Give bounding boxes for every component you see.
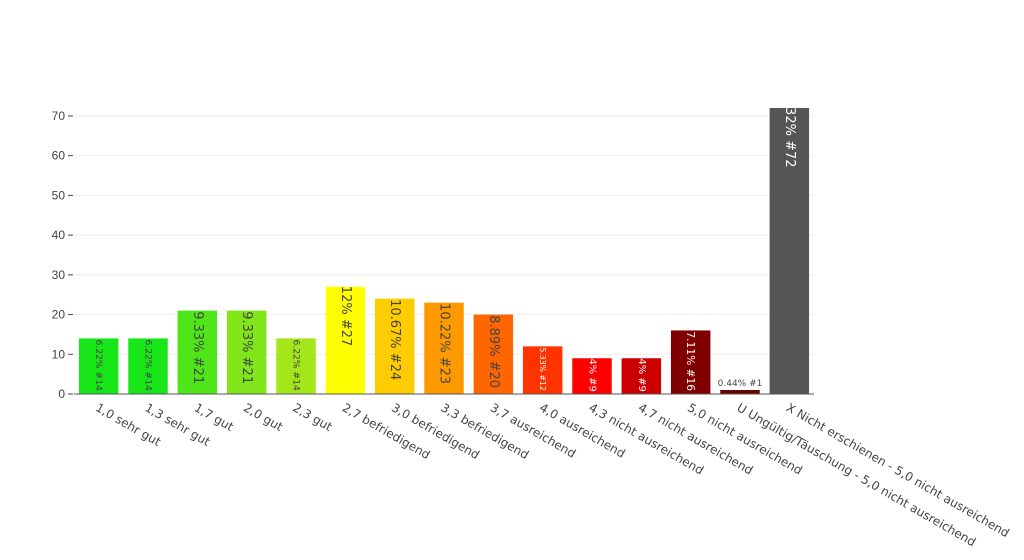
x-category-label: 2,0 gut: [241, 400, 285, 434]
x-category-label: 2,7 befriedigend: [340, 400, 433, 462]
y-tick-label: 20: [52, 308, 66, 322]
x-category-label: 3,3 befriedigend: [439, 400, 532, 462]
bar: [572, 358, 612, 394]
bar: [128, 338, 168, 394]
x-category-label: U Ungültig/Täuschung - 5,0 nicht ausreic…: [735, 400, 979, 549]
bar: [522, 346, 563, 394]
bar: [325, 286, 366, 394]
bar-data-label: 6.22% #14: [93, 339, 104, 391]
x-category-label: 4,0 ausreichend: [537, 400, 627, 460]
bar: [769, 108, 810, 394]
bar: [226, 310, 267, 394]
bar-data-label: 8.89% #20: [486, 315, 501, 388]
bar: [473, 314, 514, 394]
bar-data-label: 6.22% #14: [291, 339, 302, 391]
bar-data-label: 4% #9: [587, 358, 598, 391]
bar-data-label: 0.44% #1: [718, 379, 763, 389]
bar: [670, 330, 711, 394]
bar-data-label: 9.33% #21: [239, 311, 254, 384]
x-category-label: X Nicht erschienen - 5,0 nicht ausreiche…: [784, 400, 1012, 540]
bar-data-label: 32% #72: [782, 107, 797, 167]
y-axis-ticks: 0 10 20 30 40 50 60 70: [52, 109, 73, 401]
bar: [720, 390, 760, 394]
bar-data-label: 10.22% #23: [437, 303, 452, 384]
bar-data-label: 10.67% #24: [387, 299, 402, 380]
y-tick-label: 60: [52, 149, 66, 163]
bar-data-label: 7.11% #16: [684, 331, 697, 391]
x-category-label: 3,0 befriedigend: [389, 400, 482, 462]
y-tick-label: 30: [52, 268, 66, 282]
y-tick-label: 40: [52, 228, 66, 242]
bar-data-label: 4% #9: [636, 358, 647, 391]
y-tick-label: 0: [58, 387, 65, 401]
y-tick-label: 10: [52, 347, 66, 361]
bar-data-label: 12% #27: [338, 286, 353, 346]
bar: [177, 310, 218, 394]
bars: 6.22% #14 6.22% #14 9.33% #21 9.33% #21 6.22…: [78, 107, 810, 394]
bar: [621, 358, 662, 394]
bar-data-label: 6.22% #14: [143, 339, 154, 391]
bar: [78, 338, 119, 394]
x-category-label: 3,7 ausreichend: [488, 400, 578, 460]
y-tick-label: 70: [52, 109, 66, 123]
y-tick-label: 50: [52, 188, 66, 202]
bar: [424, 302, 464, 394]
bar: [276, 338, 316, 394]
bar-data-label: 5.33% #12: [538, 348, 547, 391]
bar-data-label: 9.33% #21: [190, 311, 205, 384]
x-category-label: 2,3 gut: [291, 400, 335, 434]
bar: [374, 298, 415, 394]
